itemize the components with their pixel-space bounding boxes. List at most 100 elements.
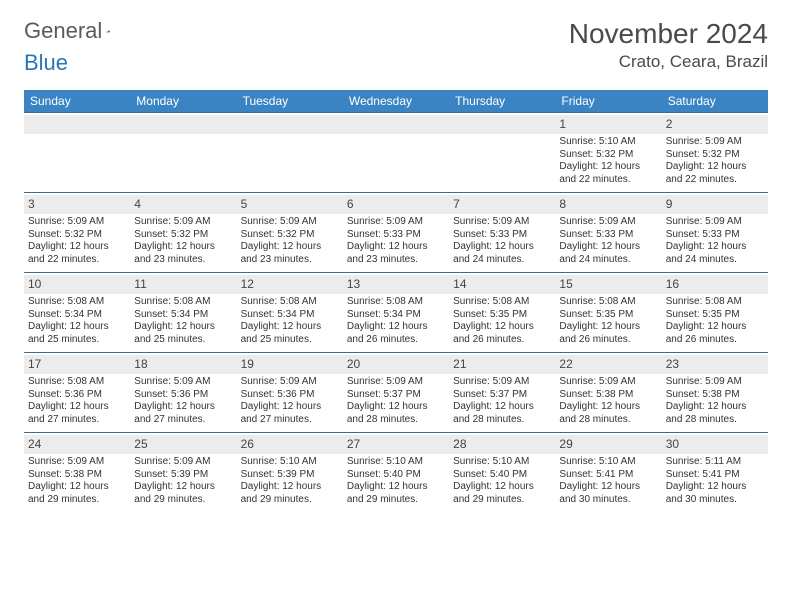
day-sunset: Sunset: 5:36 PM (241, 389, 339, 402)
day-day2: and 25 minutes. (28, 334, 126, 347)
day-number: 7 (449, 195, 555, 214)
day-number: 1 (555, 115, 661, 134)
day-day1: Daylight: 12 hours (347, 321, 445, 334)
day-day2: and 23 minutes. (134, 254, 232, 267)
day-number: 17 (24, 355, 130, 374)
day-number: 6 (343, 195, 449, 214)
day-sunset: Sunset: 5:41 PM (559, 469, 657, 482)
day-sunrise: Sunrise: 5:08 AM (28, 376, 126, 389)
day-day1: Daylight: 12 hours (559, 481, 657, 494)
month-title: November 2024 (569, 18, 768, 50)
day-sunrise: Sunrise: 5:09 AM (453, 376, 551, 389)
day-sunrise: Sunrise: 5:09 AM (28, 456, 126, 469)
day-cell: 6Sunrise: 5:09 AMSunset: 5:33 PMDaylight… (343, 193, 449, 272)
brand-logo: General (24, 18, 130, 44)
day-cell: 23Sunrise: 5:09 AMSunset: 5:38 PMDayligh… (662, 353, 768, 432)
week-row: 17Sunrise: 5:08 AMSunset: 5:36 PMDayligh… (24, 352, 768, 432)
day-day2: and 29 minutes. (241, 494, 339, 507)
day-day1: Daylight: 12 hours (559, 401, 657, 414)
day-sunrise: Sunrise: 5:08 AM (28, 296, 126, 309)
day-number: 30 (662, 435, 768, 454)
day-sunset: Sunset: 5:37 PM (347, 389, 445, 402)
day-sunset: Sunset: 5:33 PM (666, 229, 764, 242)
day-sunrise: Sunrise: 5:08 AM (453, 296, 551, 309)
day-day2: and 22 minutes. (666, 174, 764, 187)
day-number: 20 (343, 355, 449, 374)
day-sunrise: Sunrise: 5:10 AM (559, 456, 657, 469)
day-cell: 12Sunrise: 5:08 AMSunset: 5:34 PMDayligh… (237, 273, 343, 352)
day-number: 24 (24, 435, 130, 454)
day-number: 2 (662, 115, 768, 134)
day-day2: and 30 minutes. (559, 494, 657, 507)
day-day2: and 26 minutes. (453, 334, 551, 347)
day-day1: Daylight: 12 hours (134, 241, 232, 254)
day-number: 23 (662, 355, 768, 374)
day-day2: and 26 minutes. (559, 334, 657, 347)
day-sunset: Sunset: 5:38 PM (28, 469, 126, 482)
day-day1: Daylight: 12 hours (453, 241, 551, 254)
day-number: 21 (449, 355, 555, 374)
day-sunset: Sunset: 5:32 PM (134, 229, 232, 242)
day-number: 9 (662, 195, 768, 214)
day-number: 15 (555, 275, 661, 294)
day-cell: 20Sunrise: 5:09 AMSunset: 5:37 PMDayligh… (343, 353, 449, 432)
day-cell: 27Sunrise: 5:10 AMSunset: 5:40 PMDayligh… (343, 433, 449, 512)
day-day1: Daylight: 12 hours (28, 481, 126, 494)
location: Crato, Ceara, Brazil (569, 52, 768, 72)
day-sunset: Sunset: 5:39 PM (134, 469, 232, 482)
day-sunset: Sunset: 5:33 PM (453, 229, 551, 242)
day-sunrise: Sunrise: 5:09 AM (134, 376, 232, 389)
day-day1: Daylight: 12 hours (347, 401, 445, 414)
day-cell (130, 113, 236, 192)
day-sunset: Sunset: 5:36 PM (28, 389, 126, 402)
day-day1: Daylight: 12 hours (347, 241, 445, 254)
day-sunset: Sunset: 5:32 PM (28, 229, 126, 242)
day-number: 10 (24, 275, 130, 294)
day-day2: and 25 minutes. (134, 334, 232, 347)
day-sunset: Sunset: 5:36 PM (134, 389, 232, 402)
day-sunrise: Sunrise: 5:10 AM (241, 456, 339, 469)
day-sunset: Sunset: 5:35 PM (666, 309, 764, 322)
day-sunset: Sunset: 5:39 PM (241, 469, 339, 482)
dow-cell: Saturday (662, 90, 768, 112)
day-day1: Daylight: 12 hours (559, 321, 657, 334)
day-sunrise: Sunrise: 5:09 AM (453, 216, 551, 229)
day-day2: and 25 minutes. (241, 334, 339, 347)
day-sunset: Sunset: 5:32 PM (666, 149, 764, 162)
day-number: 12 (237, 275, 343, 294)
day-day1: Daylight: 12 hours (241, 321, 339, 334)
day-number: 29 (555, 435, 661, 454)
day-day2: and 27 minutes. (28, 414, 126, 427)
day-sunset: Sunset: 5:35 PM (453, 309, 551, 322)
day-sunset: Sunset: 5:34 PM (28, 309, 126, 322)
day-sunset: Sunset: 5:34 PM (134, 309, 232, 322)
day-number (343, 115, 449, 134)
day-day1: Daylight: 12 hours (666, 241, 764, 254)
day-sunrise: Sunrise: 5:08 AM (347, 296, 445, 309)
day-number: 5 (237, 195, 343, 214)
day-number: 26 (237, 435, 343, 454)
day-sunrise: Sunrise: 5:09 AM (134, 456, 232, 469)
day-cell: 24 Sunrise: 5:09 AMSunset: 5:38 PMDayligh… (24, 433, 130, 512)
day-cell: 16Sunrise: 5:08 AMSunset: 5:35 PMDayligh… (662, 273, 768, 352)
day-cell: 4Sunrise: 5:09 AMSunset: 5:32 PMDaylight… (130, 193, 236, 272)
day-day2: and 29 minutes. (28, 494, 126, 507)
day-day1: Daylight: 12 hours (559, 241, 657, 254)
day-sunset: Sunset: 5:34 PM (241, 309, 339, 322)
day-day2: and 29 minutes. (453, 494, 551, 507)
dow-cell: Monday (130, 90, 236, 112)
day-cell (449, 113, 555, 192)
dow-cell: Sunday (24, 90, 130, 112)
day-cell: 13Sunrise: 5:08 AMSunset: 5:34 PMDayligh… (343, 273, 449, 352)
week-row: 10Sunrise: 5:08 AMSunset: 5:34 PMDayligh… (24, 272, 768, 352)
day-cell: 19Sunrise: 5:09 AMSunset: 5:36 PMDayligh… (237, 353, 343, 432)
day-cell: 15Sunrise: 5:08 AMSunset: 5:35 PMDayligh… (555, 273, 661, 352)
day-number: 8 (555, 195, 661, 214)
days-of-week-row: SundayMondayTuesdayWednesdayThursdayFrid… (24, 90, 768, 112)
dow-cell: Friday (555, 90, 661, 112)
week-row: 24Sunrise: 5:09 AMSunset: 5:38 PMDayligh… (24, 432, 768, 512)
day-sunrise: Sunrise: 5:08 AM (559, 296, 657, 309)
brand-word-1: General (24, 18, 102, 44)
day-cell: 5Sunrise: 5:09 AMSunset: 5:32 PMDaylight… (237, 193, 343, 272)
day-day2: and 29 minutes. (347, 494, 445, 507)
